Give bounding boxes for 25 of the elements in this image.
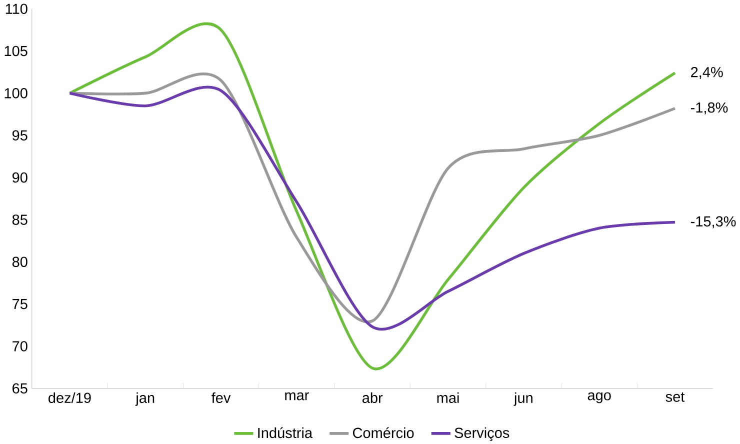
x-tick-label: mai [437,392,459,403]
y-tick-label: 65 [12,383,28,394]
legend-label: Indústria [258,427,313,438]
x-tick-label: fev [212,392,231,403]
y-tick-label: 80 [12,256,28,267]
y-tick-label: 70 [12,341,28,352]
x-tick-label: jun [514,392,532,406]
y-tick-label: 85 [12,214,28,225]
legend-label: Serviços [454,427,510,441]
y-tick-label: 75 [12,298,28,310]
x-tick-label: ago [588,392,611,404]
x-tick-label: abr [362,392,383,403]
y-tick-label: 105 [4,46,28,56]
x-tick-label: set [666,392,685,402]
legend-label: Comércio [352,427,414,438]
annotation: -15,3% [690,216,736,228]
y-tick-label: 90 [12,172,28,183]
annotation: 2,4% [691,66,723,79]
y-tick-label: 95 [12,130,28,140]
x-tick-label: mar [285,392,309,400]
y-tick-label: 110 [6,4,28,14]
x-tick-label: jan [135,392,154,406]
annotation: -1,8% [690,102,728,114]
x-tick-label: dez/19 [48,392,91,403]
y-tick-label: 100 [4,88,28,98]
